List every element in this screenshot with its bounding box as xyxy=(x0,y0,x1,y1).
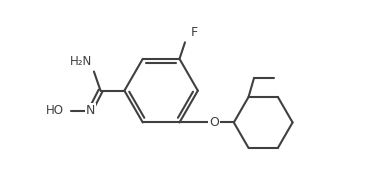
Text: H₂N: H₂N xyxy=(70,55,92,68)
Text: HO: HO xyxy=(45,104,64,117)
Text: O: O xyxy=(210,116,219,129)
Text: F: F xyxy=(190,26,198,39)
Text: N: N xyxy=(86,104,95,117)
